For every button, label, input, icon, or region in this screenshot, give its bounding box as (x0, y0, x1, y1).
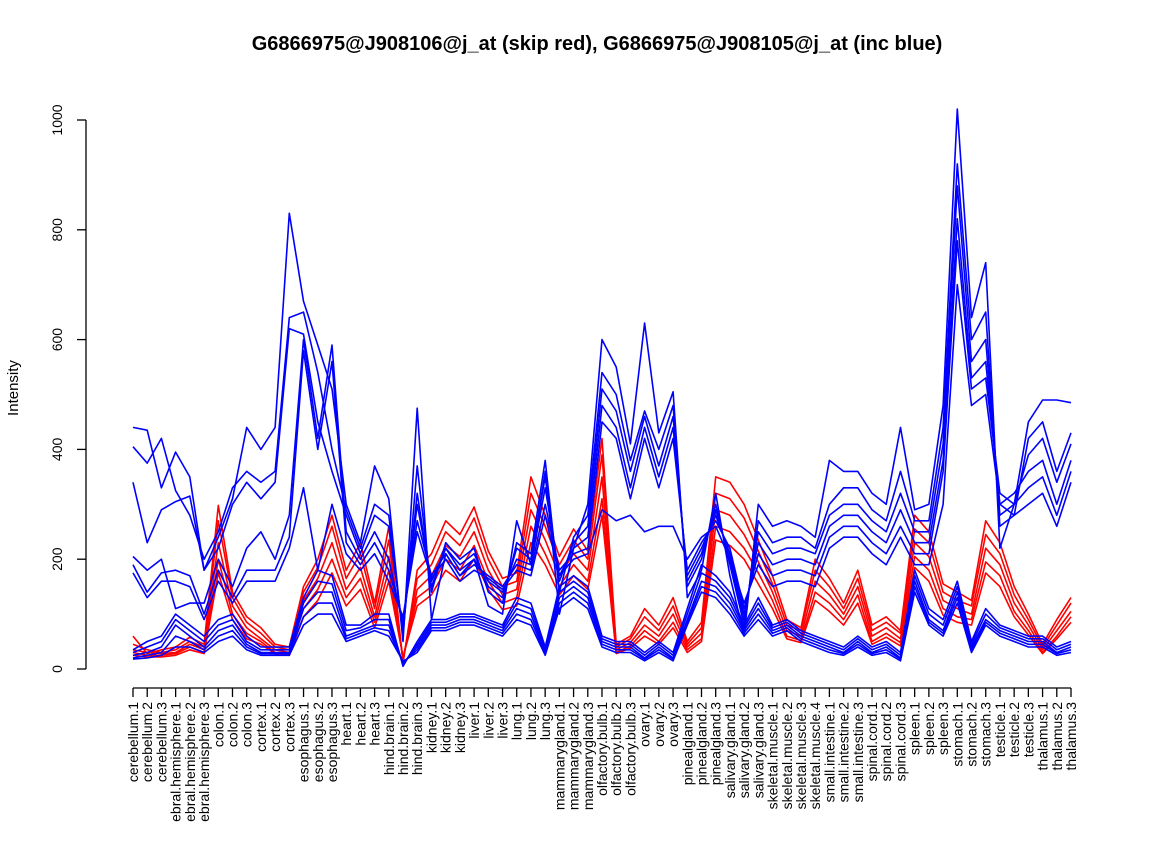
x-tick-label: spinal.cord.2 (878, 702, 894, 782)
x-tick-label: mammarygland.1 (551, 702, 567, 810)
chart-title: G6866975@J908106@j_at (skip red), G68669… (252, 33, 943, 55)
x-tick-label: kidney.1 (423, 702, 439, 753)
x-tick-label: stomach.1 (949, 702, 965, 767)
x-tick-label: salivary.gland.1 (722, 702, 738, 798)
x-tick-label: lung.3 (537, 702, 553, 740)
x-tick-label: ovary.2 (651, 702, 667, 747)
x-tick-label: thalamus.3 (1063, 702, 1079, 771)
x-tick-label: skeletal.muscle.4 (807, 702, 823, 810)
x-tick-label: skeletal.muscle.2 (779, 702, 795, 810)
x-tick-label: colon.3 (239, 702, 255, 747)
x-tick-label: salivary.gland.2 (736, 702, 752, 798)
x-tick-label: esophagus.1 (296, 702, 312, 782)
inc-blue-series-line (132, 163, 1072, 637)
x-tick-label: spleen.3 (935, 702, 951, 755)
series-layer (132, 108, 1072, 668)
y-tick-label: 0 (49, 665, 65, 673)
y-tick-label: 400 (49, 438, 65, 462)
x-tick-label: cortex.1 (253, 702, 269, 752)
x-tick-label: spleen.2 (921, 702, 937, 755)
x-tick-label: ebral.hemisphere.3 (196, 702, 212, 822)
x-tick-label: ovary.3 (665, 702, 681, 747)
x-tick-label: cortex.3 (281, 702, 297, 752)
x-tick-label: cerebellum.3 (153, 702, 169, 782)
x-tick-label: liver.1 (466, 702, 482, 739)
x-tick-label: ebral.hemisphere.1 (168, 702, 184, 822)
x-tick-label: pinealgland.3 (708, 702, 724, 786)
x-tick-label: spinal.cord.1 (864, 702, 880, 782)
x-tick-label: spleen.1 (907, 702, 923, 755)
inc-blue-series-line (132, 591, 1072, 663)
x-axis: cerebellum.1cerebellum.2cerebellum.3ebra… (125, 687, 1079, 822)
y-tick-label: 600 (49, 328, 65, 352)
x-tick-label: esophagus.3 (324, 702, 340, 782)
x-tick-label: olfactory.bulb.2 (608, 702, 624, 796)
x-tick-label: olfactory.bulb.3 (622, 702, 638, 796)
x-tick-label: thalamus.2 (1049, 702, 1065, 771)
x-tick-label: stomach.3 (978, 702, 994, 767)
x-tick-label: ovary.1 (637, 702, 653, 747)
x-tick-label: colon.2 (224, 702, 240, 747)
x-tick-label: lung.1 (509, 702, 525, 740)
inc-blue-series-line (132, 218, 1072, 626)
x-tick-label: salivary.gland.3 (750, 702, 766, 798)
x-tick-label: small.intestine.2 (836, 702, 852, 803)
x-tick-label: kidney.2 (438, 702, 454, 753)
x-tick-label: stomach.2 (964, 702, 980, 767)
x-tick-label: mammarygland.3 (580, 702, 596, 810)
y-tick-label: 800 (49, 218, 65, 242)
x-tick-label: hind.brain.2 (395, 702, 411, 775)
y-tick-label: 1000 (49, 104, 65, 135)
x-tick-label: pinealgland.2 (693, 702, 709, 786)
x-tick-label: cerebellum.2 (139, 702, 155, 782)
x-tick-label: mammarygland.2 (566, 702, 582, 810)
x-tick-label: cerebellum.1 (125, 702, 141, 782)
inc-blue-series-line (132, 108, 1072, 643)
x-tick-label: esophagus.2 (310, 702, 326, 782)
x-tick-label: testicle.2 (1006, 702, 1022, 757)
x-tick-label: cortex.2 (267, 702, 283, 752)
y-axis-label: Intensity (5, 360, 22, 416)
x-tick-label: hind.brain.3 (409, 702, 425, 775)
x-tick-label: heart.1 (338, 702, 354, 746)
x-tick-label: lung.2 (523, 702, 539, 740)
x-tick-label: small.intestine.1 (821, 702, 837, 803)
x-tick-label: testicle.1 (992, 702, 1008, 757)
x-tick-label: heart.3 (367, 702, 383, 746)
x-tick-label: spinal.cord.3 (892, 702, 908, 782)
inc-blue-series-line (132, 185, 1072, 632)
x-tick-label: pinealgland.1 (679, 702, 695, 786)
inc-blue-series-line (132, 283, 1072, 621)
inc-blue-series-line (132, 240, 1072, 621)
inc-blue-series-line (132, 572, 1072, 666)
y-tick-label: 200 (49, 547, 65, 571)
x-tick-label: ebral.hemisphere.2 (182, 702, 198, 822)
y-axis: 0 200 400 600 800 1000 (49, 104, 87, 673)
x-tick-label: olfactory.bulb.1 (594, 702, 610, 796)
x-tick-label: thalamus.1 (1035, 702, 1051, 771)
x-tick-label: heart.2 (352, 702, 368, 746)
x-tick-label: liver.2 (480, 702, 496, 739)
x-tick-label: small.intestine.3 (850, 702, 866, 803)
x-tick-label: liver.3 (495, 702, 511, 739)
x-tick-label: colon.1 (210, 702, 226, 747)
x-tick-label: hind.brain.1 (381, 702, 397, 775)
x-tick-label: skeletal.muscle.3 (793, 702, 809, 810)
x-tick-label: testicle.3 (1020, 702, 1036, 757)
x-tick-label: kidney.3 (452, 702, 468, 753)
x-tick-label: skeletal.muscle.1 (765, 702, 781, 810)
